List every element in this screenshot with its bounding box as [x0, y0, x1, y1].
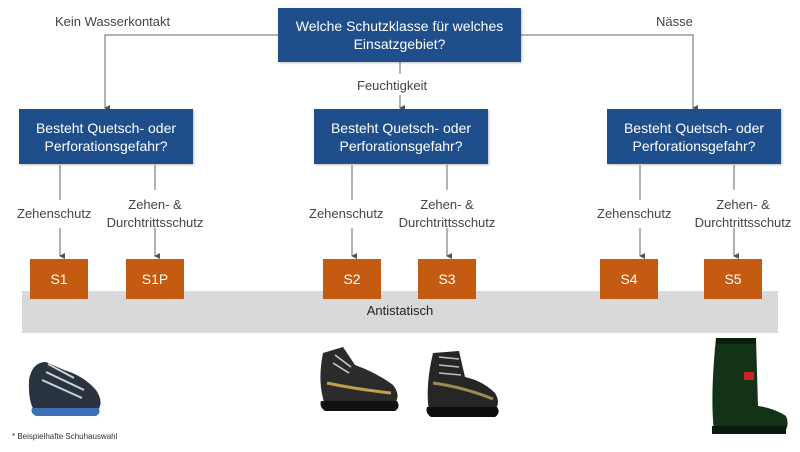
safety-boot-image	[426, 351, 499, 417]
root-line1: Welche Schutzklasse für welches	[295, 18, 504, 34]
hiking-shoe-image	[320, 347, 399, 411]
footnote: * Beispielhafte Schuhauswahl	[12, 432, 118, 441]
option-toe-pen-line1: Zehen- &	[420, 197, 474, 212]
option-toe-middle: Zehenschutz	[309, 206, 384, 221]
antistatic-label: Antistatisch	[366, 303, 434, 318]
question-line1: Besteht Quetsch- oder	[623, 119, 765, 136]
question-box-left: Besteht Quetsch- oder Perforationsgefahr…	[19, 109, 193, 164]
option-toe-pen-left: Zehen- & Durchtrittsschutz	[85, 196, 225, 232]
root-question-box: Welche Schutzklasse für welches Einsatzg…	[278, 8, 521, 62]
class-s2: S2	[323, 259, 381, 299]
option-toe-pen-line1: Zehen- &	[716, 197, 770, 212]
class-s3: S3	[418, 259, 476, 299]
branch-label-right: Nässe	[656, 14, 693, 29]
option-toe-pen-right: Zehen- & Durchtrittsschutz	[686, 196, 800, 232]
sport-shoe-image	[28, 362, 101, 416]
question-line2: Perforationsgefahr?	[632, 137, 756, 154]
option-toe-left: Zehenschutz	[17, 206, 92, 221]
branch-label-left: Kein Wasserkontakt	[55, 14, 171, 29]
question-line1: Besteht Quetsch- oder	[330, 119, 472, 136]
branch-label-middle: Feuchtigkeit	[357, 78, 428, 93]
option-toe-pen-line1: Zehen- &	[128, 197, 182, 212]
class-s5: S5	[704, 259, 762, 299]
option-toe-pen-line2: Durchtrittsschutz	[694, 215, 792, 230]
option-toe-pen-middle: Zehen- & Durchtrittsschutz	[382, 196, 512, 232]
class-s4: S4	[600, 259, 658, 299]
question-box-middle: Besteht Quetsch- oder Perforationsgefahr…	[314, 109, 488, 164]
option-toe-right: Zehenschutz	[597, 206, 672, 221]
question-line1: Besteht Quetsch- oder	[35, 119, 177, 136]
root-line2: Einsatzgebiet?	[353, 36, 446, 52]
question-box-right: Besteht Quetsch- oder Perforationsgefahr…	[607, 109, 781, 164]
question-line2: Perforationsgefahr?	[339, 137, 463, 154]
option-toe-pen-line2: Durchtrittsschutz	[398, 215, 496, 230]
option-toe-pen-line2: Durchtrittsschutz	[106, 215, 204, 230]
class-s1: S1	[30, 259, 88, 299]
question-line2: Perforationsgefahr?	[44, 137, 168, 154]
class-s1p: S1P	[126, 259, 184, 299]
rubber-boot-image	[712, 338, 788, 434]
